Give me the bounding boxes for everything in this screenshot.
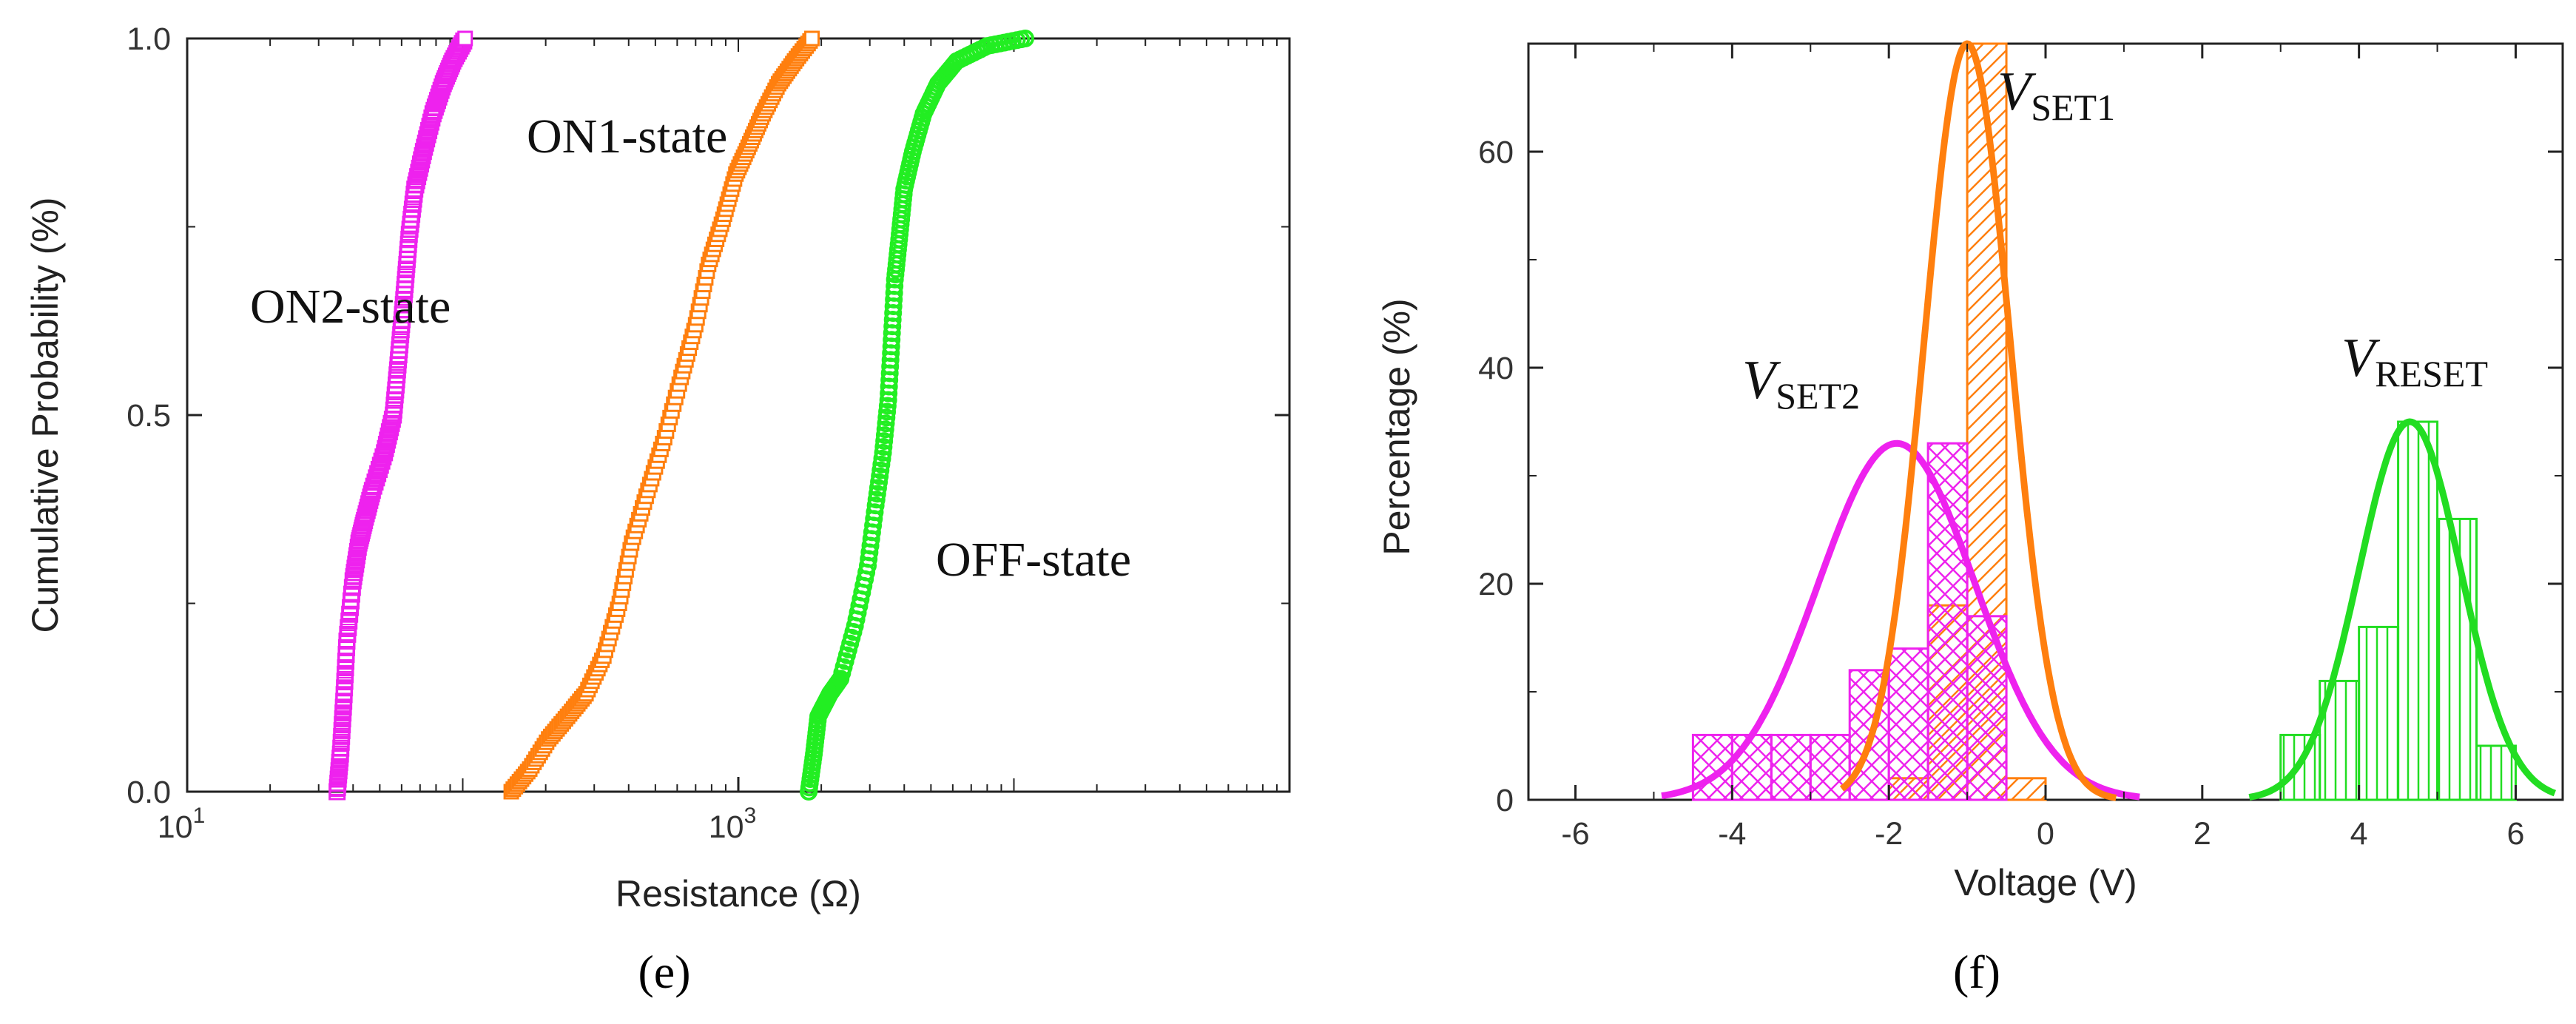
bar-v-set2 — [1887, 647, 1929, 801]
label-v-set2: VSET2 — [1742, 350, 1860, 417]
panel-caption-e: (e) — [638, 946, 690, 998]
bar-v-set2 — [1770, 733, 1812, 801]
panel-caption-f: (f) — [1953, 946, 2000, 998]
y-axis-title-e: Cumulative Probability (%) — [24, 197, 66, 633]
y-tick-label: 20 — [1478, 567, 1514, 602]
bars-v-reset — [2279, 420, 2517, 801]
histogram-bars — [1691, 42, 2517, 801]
data-point-off-state — [877, 408, 896, 427]
y-tick-label: 60 — [1478, 135, 1514, 170]
series-on2-state — [328, 30, 473, 801]
x-axis-title-e: Resistance (Ω) — [616, 873, 861, 914]
fit-curve-v-reset — [2248, 418, 2557, 801]
data-point-off-state — [877, 414, 895, 433]
x-tick-label: 101 — [158, 804, 206, 845]
x-tick-label: -6 — [1561, 816, 1589, 852]
data-point-on1-state — [804, 30, 820, 47]
bar-v-reset — [2358, 625, 2400, 801]
data-point-off-state — [866, 503, 884, 522]
x-tick-label: 6 — [2506, 816, 2524, 852]
data-point-off-state — [875, 426, 894, 445]
label-v-reset: VRESET — [2341, 328, 2488, 394]
x-tick-label: -2 — [1875, 816, 1903, 852]
data-point-off-state — [1016, 30, 1034, 47]
x-axis-title-f: Voltage (V) — [1954, 862, 2137, 903]
label-v-set1: VSET1 — [1997, 61, 2115, 128]
series-on1-state — [503, 30, 820, 800]
y-tick-label: 0 — [1496, 783, 1514, 818]
bar-v-reset — [2397, 420, 2439, 801]
x-tick-label: 103 — [709, 804, 757, 845]
data-point-off-state — [878, 397, 897, 415]
series-group-e — [328, 30, 1034, 801]
x-tick-label: 4 — [2350, 816, 2368, 852]
y-tick-label: 0.5 — [127, 398, 171, 434]
bar-v-set1 — [2005, 777, 2047, 801]
bars-v-set2 — [1691, 442, 2008, 801]
data-point-off-state — [878, 402, 897, 421]
bar-v-reset — [2319, 679, 2361, 801]
data-point-on2-state — [457, 30, 473, 47]
axis-ticks-e: 101 103 0.0 0.5 1.0 — [127, 21, 1289, 845]
x-tick-label: 2 — [2194, 816, 2211, 852]
data-point-off-state — [874, 437, 893, 456]
label-on2-state: ON2-state — [250, 280, 451, 334]
panel-e: 101 103 0.0 0.5 1.0 ON2-state ON1-state OFF-… — [24, 21, 1291, 998]
x-tick-label: -4 — [1718, 816, 1746, 852]
y-tick-label: 1.0 — [127, 21, 171, 57]
gaussian-fits — [1661, 40, 2557, 801]
label-on1-state: ON1-state — [527, 110, 727, 164]
bar-v-set2 — [1926, 442, 1969, 801]
y-tick-label: 0.0 — [127, 775, 171, 810]
y-axis-title-f: Percentage (%) — [1376, 298, 1417, 555]
series-off-state — [800, 30, 1034, 801]
bar-v-set2 — [1730, 733, 1773, 801]
fit-curve-v-set1 — [1839, 40, 2118, 801]
label-off-state: OFF-state — [936, 533, 1131, 587]
data-point-off-state — [874, 443, 892, 462]
data-point-off-state — [876, 420, 894, 439]
x-tick-label: 0 — [2037, 816, 2054, 852]
bar-v-reset — [2475, 744, 2517, 801]
y-tick-label: 40 — [1478, 351, 1514, 386]
data-point-off-state — [875, 432, 894, 451]
data-point-off-state — [886, 277, 904, 295]
fit-curve-v-set2 — [1661, 439, 2140, 801]
